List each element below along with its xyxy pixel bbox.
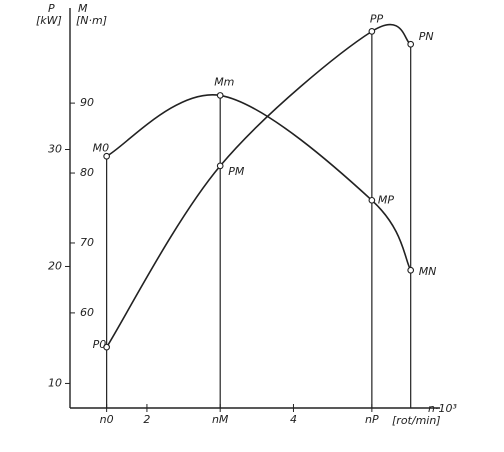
point-label: M0 [93,141,110,154]
point-label: PM [228,165,245,178]
y2-label: M [78,2,88,15]
x-label: n·10³ [428,402,457,415]
y2-tick-label: 90 [80,96,94,109]
x-tick-label: 4 [290,413,297,426]
x-tick-label: n0 [100,413,114,426]
curve [105,23,412,348]
point [216,162,224,170]
y-label: P [48,2,55,15]
y-unit: [kW] [36,14,62,27]
point [103,152,110,160]
point [407,40,415,48]
y2-unit: [N·m] [76,14,107,27]
y2-tick-label: 80 [80,166,94,179]
x-tick-label: 2 [143,413,150,426]
y-tick-label: 30 [48,143,62,156]
x-unit: [rot/min] [392,414,441,427]
point-label: Mm [214,75,234,88]
point [103,343,110,351]
point-label: MP [378,193,394,206]
x-tick-label: nM [212,413,229,426]
point-label: PP [370,12,384,25]
point-label: P0 [93,338,107,351]
y-tick-label: 20 [48,259,62,272]
point-label: MN [419,265,437,278]
curve [106,94,412,271]
point [407,266,415,274]
x-tick-label: nP [365,413,379,426]
point [368,28,376,35]
y2-tick-label: 70 [80,236,94,249]
y-tick-label: 10 [48,376,62,389]
y2-tick-label: 60 [80,306,94,319]
point [368,196,376,204]
point [216,92,224,99]
point-label: PN [419,30,434,43]
